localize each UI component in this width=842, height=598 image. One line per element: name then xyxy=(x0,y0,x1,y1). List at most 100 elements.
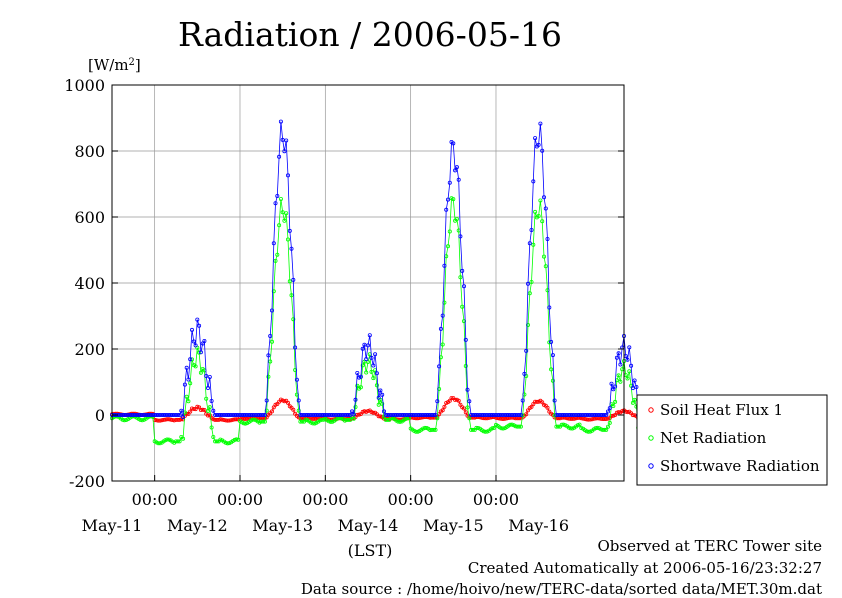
y-tick-label: 200 xyxy=(74,340,105,359)
data-point xyxy=(268,333,273,338)
data-point xyxy=(609,413,614,418)
data-point xyxy=(467,399,472,404)
data-point xyxy=(355,383,360,388)
data-point xyxy=(607,406,612,411)
data-point xyxy=(602,416,607,421)
data-point xyxy=(362,342,367,347)
data-point xyxy=(140,418,145,423)
data-point xyxy=(181,415,186,420)
data-point xyxy=(538,121,543,126)
data-point xyxy=(365,343,370,348)
data-point xyxy=(447,398,452,403)
data-point xyxy=(269,339,274,344)
x-day-label: May-14 xyxy=(338,516,399,535)
data-point xyxy=(518,424,523,429)
data-point xyxy=(493,415,498,420)
data-point xyxy=(346,417,351,422)
data-point xyxy=(364,357,369,362)
data-point xyxy=(177,439,182,444)
data-point xyxy=(458,275,463,280)
data-point xyxy=(586,429,591,434)
data-point xyxy=(513,424,518,429)
data-point xyxy=(602,412,607,417)
data-point xyxy=(173,439,178,444)
data-point xyxy=(211,434,216,439)
data-point xyxy=(207,405,212,410)
data-point xyxy=(563,415,568,420)
data-point xyxy=(453,168,458,173)
data-point xyxy=(536,213,541,218)
series-layer xyxy=(110,119,669,446)
data-point xyxy=(438,326,443,331)
data-point xyxy=(165,437,170,442)
data-point xyxy=(218,417,223,422)
data-point xyxy=(179,408,184,413)
data-point xyxy=(195,404,200,409)
data-point xyxy=(492,425,497,430)
data-point xyxy=(173,412,178,417)
data-point xyxy=(221,417,226,422)
data-point xyxy=(470,427,475,432)
data-point xyxy=(533,136,538,141)
data-point xyxy=(277,154,282,159)
footer-site: Observed at TERC Tower site xyxy=(597,537,822,555)
data-point xyxy=(527,241,532,246)
data-point xyxy=(547,305,552,310)
data-point xyxy=(533,209,538,214)
data-point xyxy=(273,201,278,206)
data-point xyxy=(630,413,635,418)
data-point xyxy=(205,413,210,418)
data-point xyxy=(435,416,440,421)
x-axis: 00:00 00:00 00:00 00:00 00:00 May-11 May-12 May… xyxy=(82,475,569,535)
data-point xyxy=(376,395,381,400)
data-point xyxy=(437,364,442,369)
data-point xyxy=(552,398,557,403)
data-point xyxy=(163,417,168,422)
data-point xyxy=(122,418,127,423)
data-point xyxy=(220,412,225,417)
data-point xyxy=(266,374,271,379)
data-point xyxy=(205,408,210,413)
data-point xyxy=(526,281,531,286)
data-point xyxy=(490,426,495,431)
data-point xyxy=(545,405,550,410)
data-point xyxy=(577,415,582,420)
data-point xyxy=(376,414,381,419)
data-point xyxy=(159,418,164,423)
data-point xyxy=(456,398,461,403)
data-point xyxy=(285,237,290,242)
data-point xyxy=(172,412,177,417)
data-point xyxy=(463,363,468,368)
data-point xyxy=(360,346,365,351)
data-point xyxy=(353,397,358,402)
data-point xyxy=(181,436,186,441)
x-day-label: May-13 xyxy=(252,516,313,535)
data-point xyxy=(611,387,616,392)
data-point xyxy=(463,410,468,415)
data-point xyxy=(200,407,205,412)
data-point xyxy=(616,351,621,356)
data-point xyxy=(481,429,486,434)
data-point xyxy=(280,210,285,215)
data-point xyxy=(296,398,301,403)
data-point xyxy=(529,279,534,284)
data-point xyxy=(517,424,522,429)
data-point xyxy=(170,417,175,422)
data-point xyxy=(419,415,424,420)
y-tick-label: 800 xyxy=(74,142,105,161)
data-point xyxy=(611,403,616,408)
data-point xyxy=(182,382,187,387)
data-point xyxy=(538,198,543,203)
data-point xyxy=(165,417,170,422)
data-point xyxy=(348,412,353,417)
data-point xyxy=(632,378,637,383)
data-point xyxy=(431,427,436,432)
data-point xyxy=(198,350,203,355)
data-point xyxy=(630,400,635,405)
data-point xyxy=(262,412,267,417)
data-point xyxy=(360,363,365,368)
x-time-label: 00:00 xyxy=(132,490,178,509)
data-point xyxy=(449,396,454,401)
data-point xyxy=(460,304,465,309)
data-point xyxy=(396,419,401,424)
